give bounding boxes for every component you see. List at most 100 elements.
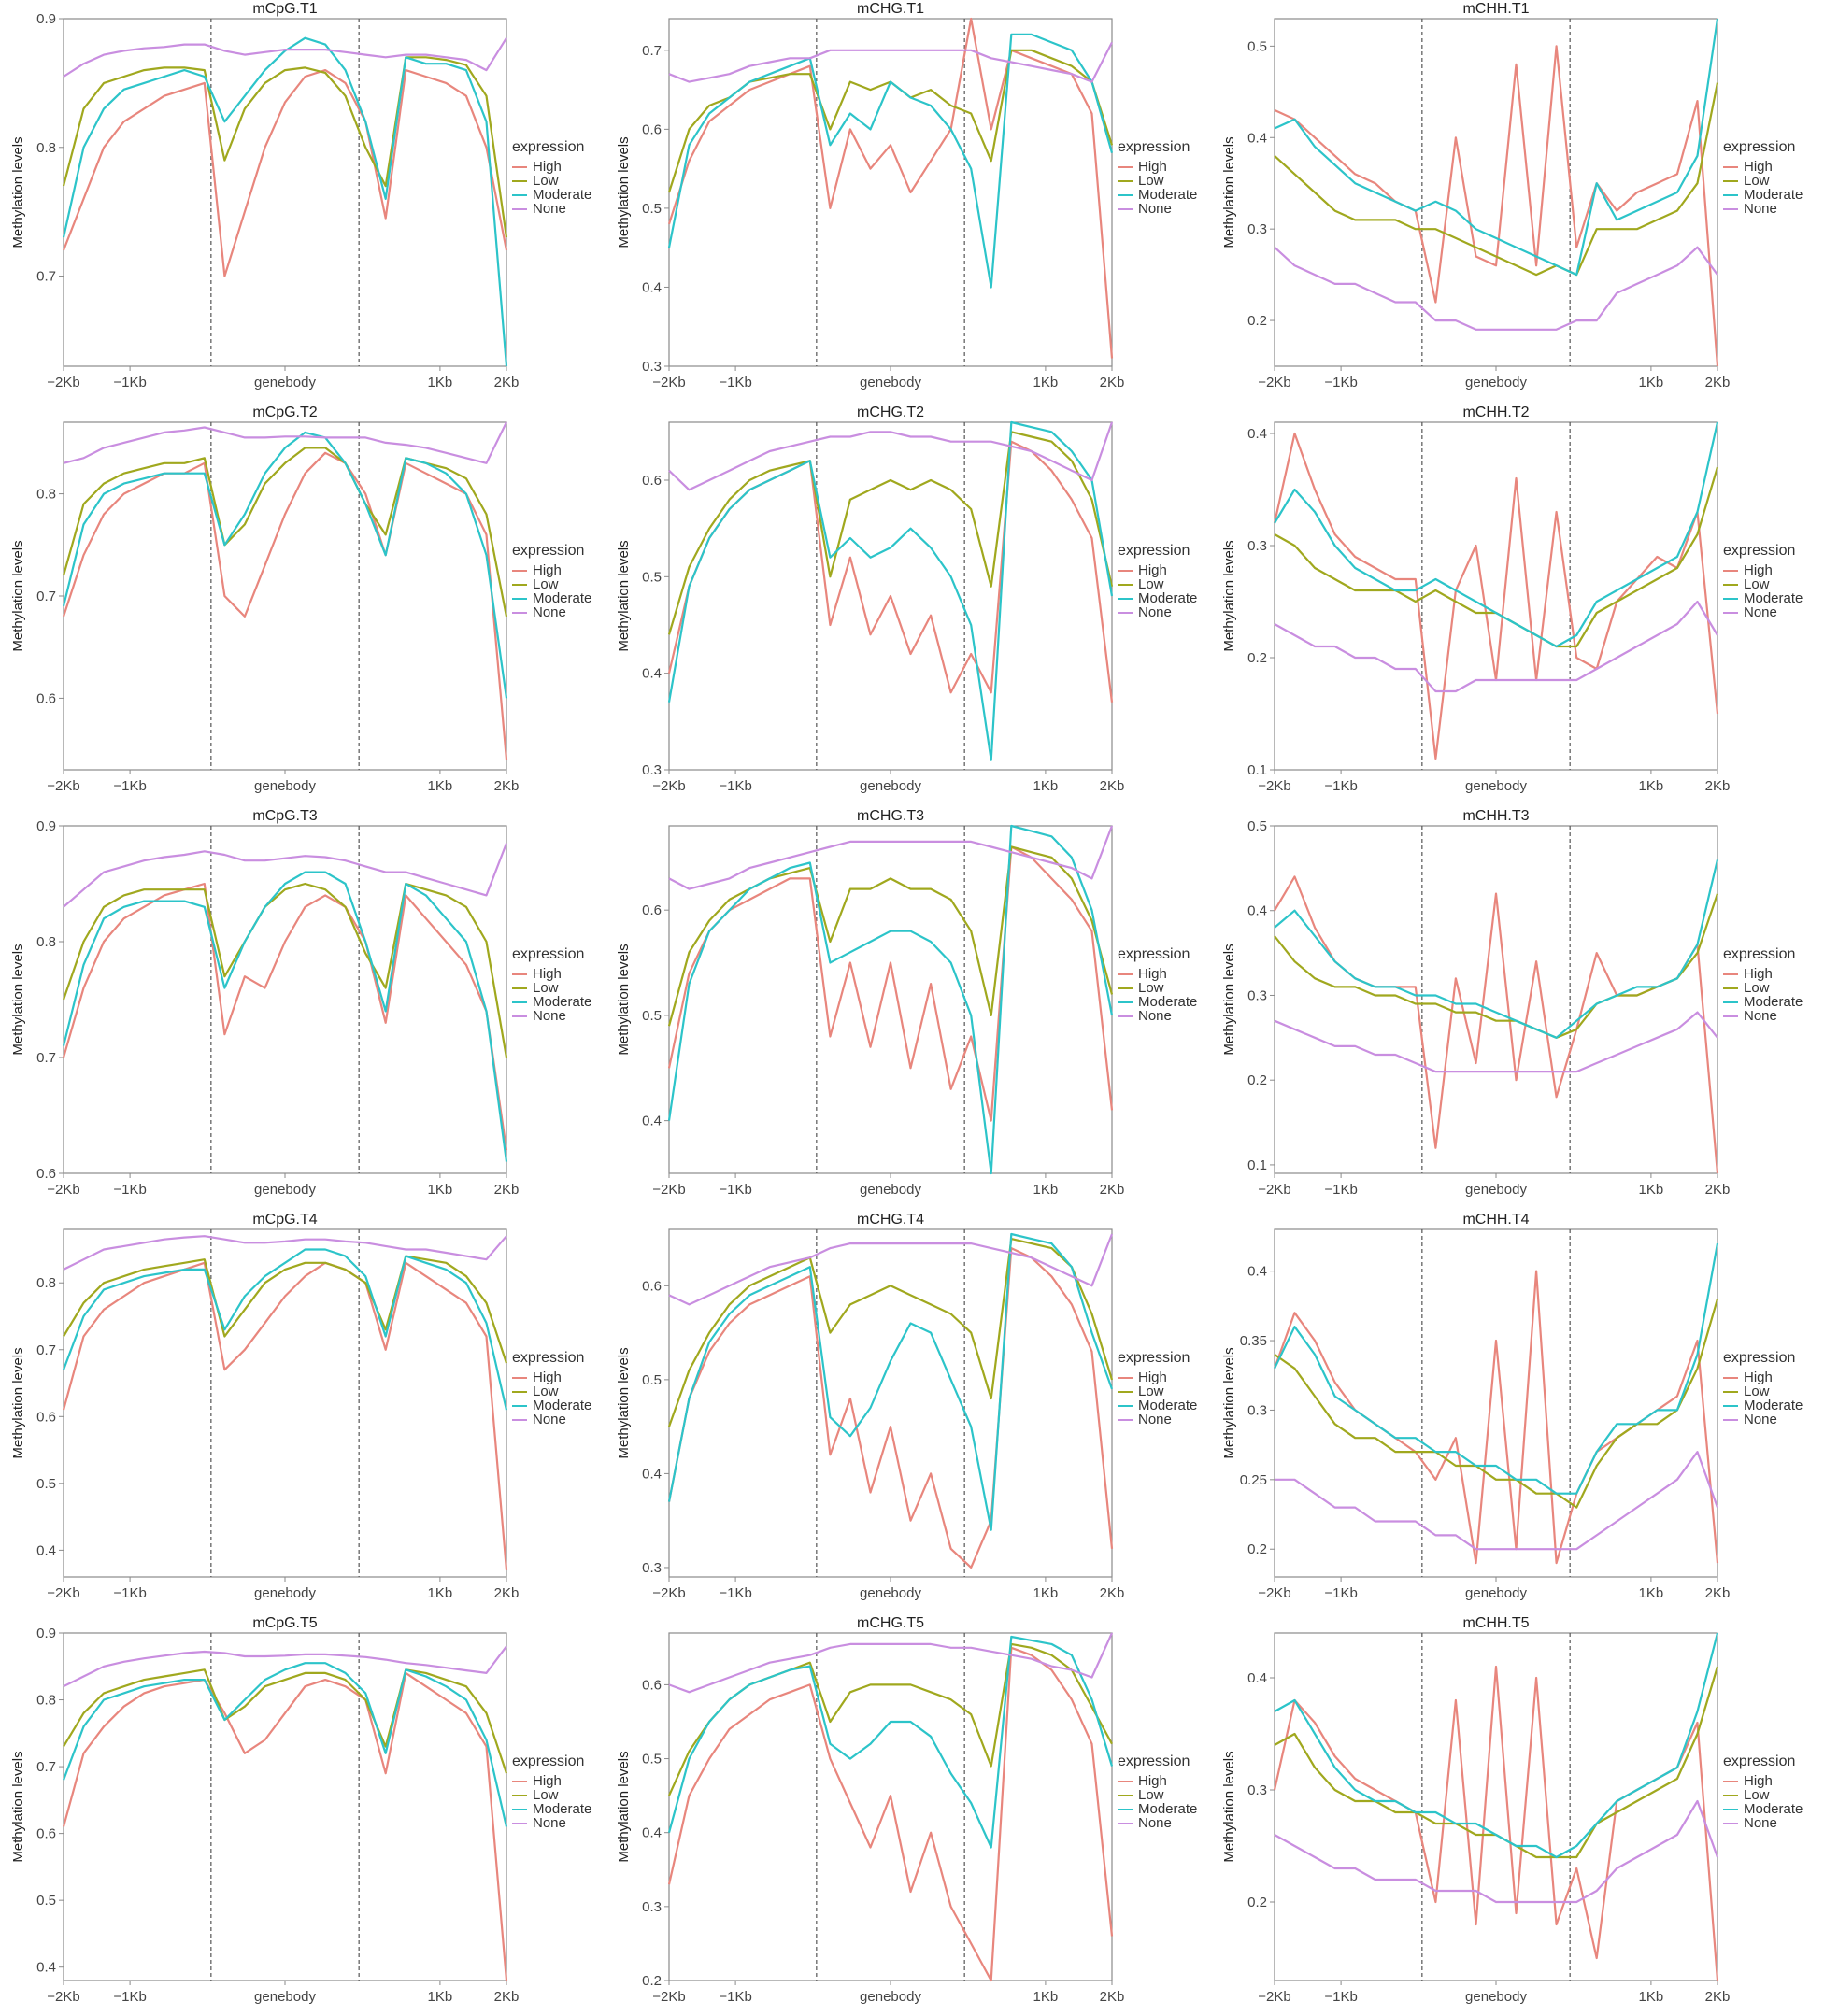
legend-label: Moderate <box>1744 994 1803 1010</box>
x-tick-label: −1Kb <box>1324 1989 1357 2005</box>
legend-item: None <box>1118 1413 1204 1427</box>
x-tick-label: 1Kb <box>428 1585 453 1601</box>
legend-key-swatch <box>512 1780 527 1782</box>
legend-label: None <box>1744 1815 1777 1831</box>
legend-label: Moderate <box>533 187 592 203</box>
legend-label: Low <box>1744 1787 1770 1803</box>
legend-key-swatch <box>1723 1404 1738 1407</box>
legend-label: Low <box>1138 1384 1164 1399</box>
chart-svg: mCpG.T1 0.7 0.8 0.9 Methylation levels −2Kb −1… <box>10 1 519 390</box>
legend-item: High <box>1118 160 1204 174</box>
legend: expression High Low Moderate None <box>512 1754 598 1830</box>
legend-title: expression <box>512 1350 585 1366</box>
y-tick-label: 0.6 <box>642 902 662 918</box>
legend-title: expression <box>1723 1753 1796 1769</box>
chart-svg: mCHH.T3 0.1 0.2 0.3 0.4 0.5 Methylation levels… <box>1221 808 1730 1198</box>
x-tick-label: genebody <box>254 1989 316 2005</box>
y-tick-label: 0.3 <box>1247 1782 1267 1798</box>
y-tick-label: 0.5 <box>1247 38 1267 54</box>
legend-label: None <box>1744 604 1777 620</box>
legend-key-swatch <box>1118 987 1133 989</box>
legend-key-swatch <box>512 611 527 614</box>
chart-svg: mCpG.T2 0.6 0.7 0.8 Methylation levels −2Kb −1… <box>10 405 519 794</box>
legend-label: None <box>1744 1412 1777 1427</box>
legend-title: expression <box>512 139 585 155</box>
x-tick-label: 2Kb <box>1100 1585 1125 1601</box>
legend-key-swatch <box>512 583 527 586</box>
plot-frame <box>1274 1228 1718 1578</box>
y-tick-label: 0.4 <box>1247 1670 1267 1686</box>
x-tick-label: −1Kb <box>113 1989 146 2005</box>
chart-title: mCHH.T5 <box>1462 1615 1529 1631</box>
x-tick-label: −2Kb <box>47 375 79 390</box>
y-tick-label: 0.5 <box>642 1008 662 1024</box>
legend-label: Moderate <box>1138 187 1198 203</box>
chart-title: mCpG.T4 <box>252 1212 317 1228</box>
x-tick-label: 2Kb <box>494 1585 520 1601</box>
x-tick-label: −1Kb <box>719 375 751 390</box>
legend-label: Moderate <box>533 590 592 606</box>
legend-item: Low <box>1118 981 1204 995</box>
legend-item: High <box>1723 967 1809 981</box>
y-tick-label: 0.9 <box>36 818 56 834</box>
y-tick-label: 0.4 <box>642 1825 662 1841</box>
legend-title: expression <box>512 543 585 559</box>
y-axis-label: Methylation levels <box>10 1347 26 1458</box>
x-tick-label: 2Kb <box>1705 1989 1731 2005</box>
x-tick-label: 1Kb <box>428 778 453 794</box>
legend-key-swatch <box>512 973 527 975</box>
legend-key-swatch <box>1723 1390 1738 1393</box>
y-tick-label: 0.3 <box>642 359 662 375</box>
chart-title: mCHH.T1 <box>1462 1 1529 17</box>
plot-frame <box>1274 421 1718 771</box>
legend: expression High Low Moderate None <box>512 947 598 1023</box>
legend-item: None <box>1723 1413 1809 1427</box>
y-tick-label: 0.4 <box>36 1542 56 1558</box>
legend-label: High <box>1138 1370 1167 1385</box>
legend-key-swatch <box>1723 1418 1738 1421</box>
y-tick-label: 0.4 <box>1247 426 1267 442</box>
legend-item: Low <box>1723 981 1809 995</box>
y-tick-label: 0.2 <box>1247 650 1267 666</box>
legend-key-swatch <box>512 1376 527 1379</box>
legend-label: Low <box>1744 576 1770 592</box>
y-tick-label: 0.2 <box>642 1973 662 1989</box>
legend-key-swatch <box>1723 1794 1738 1796</box>
chart-panel: mCpG.T2 0.6 0.7 0.8 Methylation levels −2Kb −1… <box>0 404 598 805</box>
legend-key-swatch <box>512 987 527 989</box>
y-tick-label: 0.6 <box>36 690 56 706</box>
legend-item: Moderate <box>1723 591 1809 605</box>
y-axis-label: Methylation levels <box>10 1751 26 1862</box>
y-tick-label: 0.3 <box>642 762 662 778</box>
legend-item: Low <box>512 1384 598 1398</box>
y-tick-label: 0.6 <box>36 1166 56 1182</box>
legend-key-swatch <box>1723 611 1738 614</box>
legend-item: High <box>1723 1370 1809 1384</box>
legend-item: High <box>1118 1370 1204 1384</box>
legend-key-swatch <box>1118 1404 1133 1407</box>
legend-title: expression <box>1118 946 1190 962</box>
legend-key-swatch <box>1118 165 1133 168</box>
x-tick-label: 2Kb <box>1705 375 1731 390</box>
series-line-moderate <box>62 1248 508 1411</box>
series-line-none <box>1275 1451 1719 1551</box>
y-tick-label: 0.3 <box>642 1560 662 1576</box>
x-tick-label: −2Kb <box>652 1585 685 1601</box>
plot-frame <box>63 421 507 771</box>
x-tick-label: −1Kb <box>113 1585 146 1601</box>
legend-item: High <box>512 967 598 981</box>
legend-key-swatch <box>1118 1418 1133 1421</box>
chart-svg: mCHG.T2 0.3 0.4 0.5 0.6 Methylation levels −2K… <box>616 405 1125 794</box>
legend-label: Low <box>1138 1787 1164 1803</box>
legend-label: None <box>533 604 566 620</box>
plot-frame <box>1274 825 1718 1174</box>
chart-title: mCpG.T2 <box>252 405 317 420</box>
legend-label: High <box>1138 562 1167 578</box>
legend-key-swatch <box>512 179 527 182</box>
legend-item: High <box>512 563 598 577</box>
x-tick-label: 2Kb <box>1100 778 1125 794</box>
legend-key-swatch <box>1723 207 1738 210</box>
legend-label: None <box>1138 1815 1172 1831</box>
x-tick-label: 1Kb <box>1639 778 1664 794</box>
series-line-high <box>62 882 508 1151</box>
